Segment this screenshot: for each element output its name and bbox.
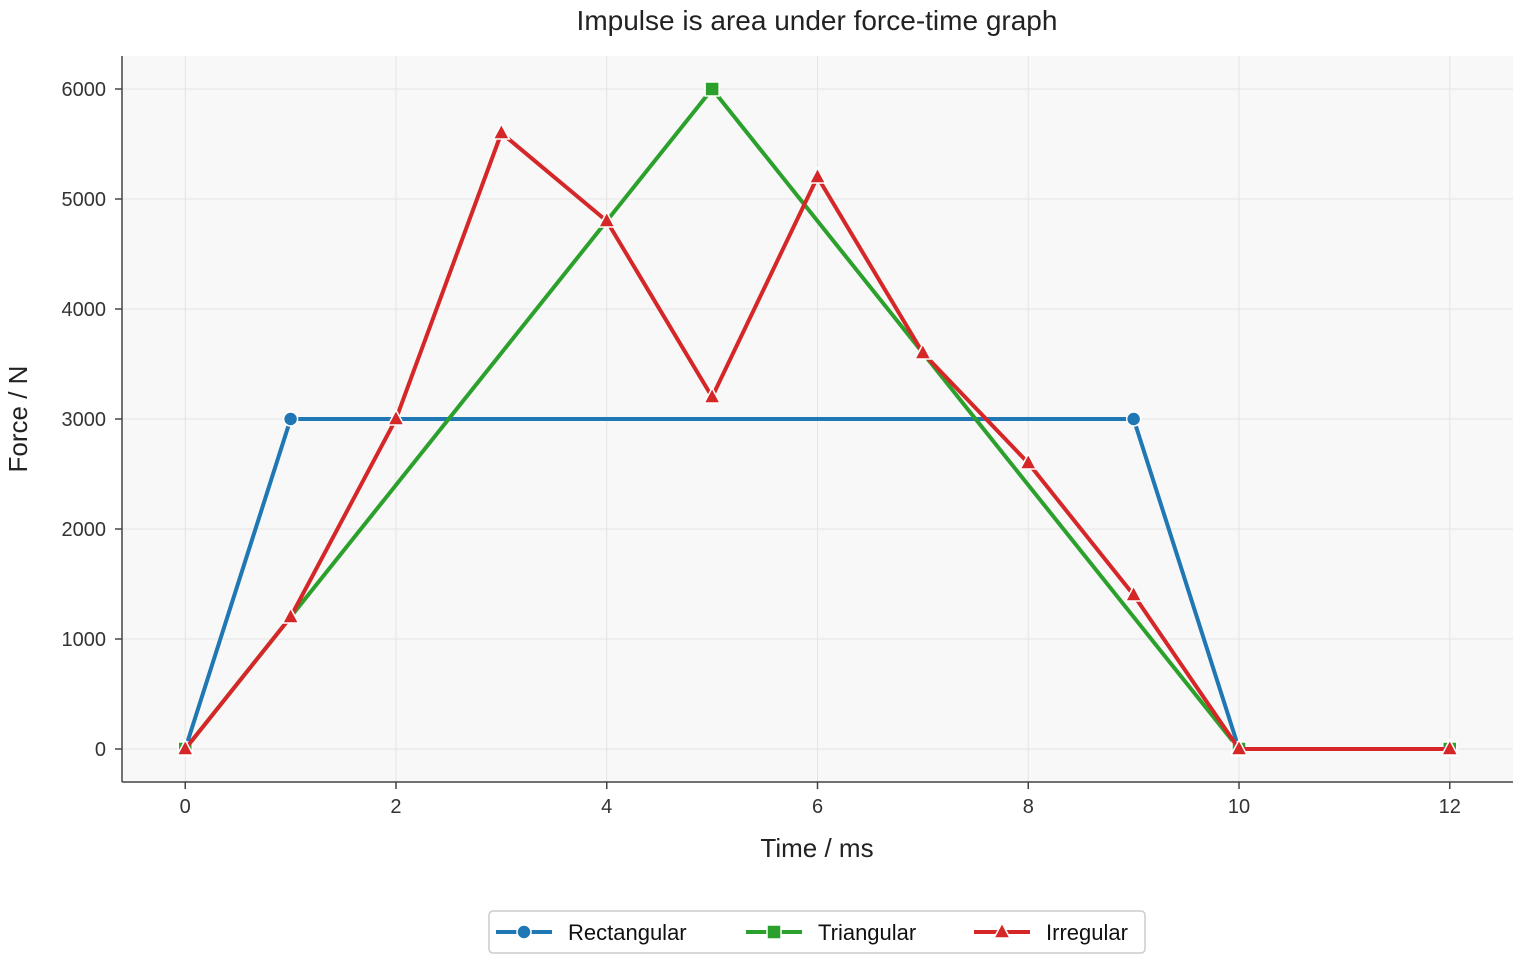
triangular-point — [704, 81, 720, 97]
x-tick-label: 12 — [1439, 796, 1461, 818]
y-tick-label: 5000 — [62, 189, 107, 211]
irregular-point — [1229, 738, 1249, 756]
irregular-point — [386, 408, 406, 426]
series-group — [175, 81, 1460, 757]
y-tick-label: 1000 — [62, 629, 107, 651]
rectangular-line — [183, 417, 1241, 750]
irregular-point — [175, 738, 195, 756]
legend: Rectangular Triangular Irregular — [488, 910, 1146, 954]
legend-marker-rectangular — [516, 924, 532, 940]
axes — [115, 56, 1513, 789]
x-tick-label: 0 — [180, 796, 191, 818]
irregular-point — [1019, 452, 1038, 470]
rectangular-point — [282, 411, 299, 427]
x-axis-label: Time / ms — [760, 833, 873, 863]
x-tick-label: 10 — [1228, 796, 1250, 818]
x-tick-label: 8 — [1023, 796, 1034, 818]
y-tick-label: 4000 — [62, 299, 107, 321]
irregular-point — [913, 342, 933, 360]
tick-labels: 0 2 4 6 8 10 12 0 1000 2000 3000 4000 5000 6000 — [62, 79, 1461, 818]
x-tick-label: 2 — [390, 796, 401, 818]
legend-marker-triangular — [766, 924, 782, 940]
legend-label-irregular: Irregular — [1046, 920, 1128, 945]
y-tick-label: 3000 — [62, 409, 107, 431]
irregular-line — [183, 131, 1450, 751]
x-tick-label: 4 — [601, 796, 612, 818]
legend-label-rectangular: Rectangular — [568, 920, 687, 945]
irregular-point — [492, 122, 511, 140]
legend-marker-irregular — [992, 921, 1012, 939]
x-tick-label: 6 — [812, 796, 823, 818]
y-tick-label: 0 — [95, 739, 106, 761]
irregular-point — [1124, 584, 1143, 602]
series-irregular — [175, 122, 1460, 756]
irregular-point — [597, 210, 616, 228]
legend-box — [488, 910, 1146, 954]
irregular-point — [1440, 738, 1460, 756]
irregular-point — [702, 386, 722, 404]
y-tick-label: 6000 — [62, 79, 107, 101]
y-tick-label: 2000 — [62, 519, 107, 541]
legend-label-triangular: Triangular — [818, 920, 916, 945]
chart-title: Impulse is area under force-time graph — [577, 5, 1058, 36]
rectangular-point — [1125, 411, 1142, 427]
irregular-point — [281, 606, 300, 624]
y-axis-label: Force / N — [3, 366, 33, 473]
irregular-point — [808, 166, 827, 184]
